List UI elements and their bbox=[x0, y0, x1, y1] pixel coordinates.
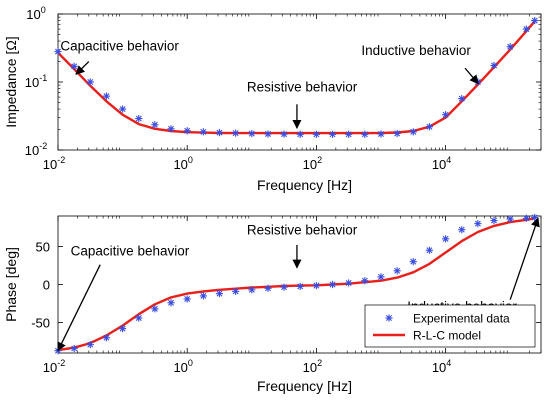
data-point-experimental bbox=[167, 125, 175, 133]
data-point-experimental bbox=[345, 130, 353, 138]
data-point-experimental bbox=[425, 246, 434, 254]
annotation-arrow bbox=[57, 264, 101, 352]
y-tick-label: 0 bbox=[43, 278, 50, 293]
data-point-experimental bbox=[377, 273, 385, 281]
annotation-label: Resistive behavior bbox=[247, 222, 358, 237]
data-point-experimental bbox=[522, 25, 530, 33]
data-point-experimental bbox=[393, 129, 401, 138]
annotation-arrow bbox=[464, 67, 479, 85]
data-point-experimental bbox=[232, 129, 240, 137]
data-point-experimental bbox=[183, 295, 191, 303]
data-point-experimental bbox=[328, 280, 337, 289]
legend: Experimental data R-L-C model bbox=[364, 304, 536, 348]
data-point-experimental bbox=[393, 267, 401, 275]
x-tick-label: 104 bbox=[432, 358, 451, 375]
data-point-experimental bbox=[441, 235, 450, 243]
y-tick-label: 10-1 bbox=[25, 73, 47, 90]
annotation-label: Resistive behavior bbox=[247, 80, 358, 95]
x-tick-label: 102 bbox=[303, 358, 322, 375]
y-tick-label: -50 bbox=[31, 316, 50, 331]
data-point-experimental bbox=[296, 130, 304, 138]
data-point-experimental bbox=[531, 16, 539, 25]
data-point-experimental bbox=[474, 220, 482, 228]
data-point-experimental bbox=[70, 62, 78, 70]
data-point-experimental bbox=[441, 111, 450, 119]
data-point-experimental bbox=[312, 282, 320, 290]
data-point-experimental bbox=[86, 78, 94, 86]
x-tick-label: 10-2 bbox=[43, 358, 65, 375]
y-axis-label: Impedance [Ω] bbox=[3, 36, 19, 127]
data-point-experimental bbox=[54, 47, 62, 56]
data-point-experimental bbox=[248, 130, 256, 138]
data-point-experimental bbox=[506, 43, 514, 51]
legend-box bbox=[364, 304, 536, 348]
data-point-experimental bbox=[215, 290, 224, 298]
data-point-experimental bbox=[86, 341, 94, 349]
x-tick-label: 102 bbox=[303, 155, 322, 172]
data-point-experimental bbox=[409, 128, 417, 136]
legend-marker-experimental bbox=[385, 314, 393, 322]
annotation-label: Capacitive behavior bbox=[60, 39, 179, 54]
data-point-experimental bbox=[490, 61, 498, 70]
legend-entry-label: Experimental data bbox=[413, 312, 510, 326]
y-tick-label: 10-2 bbox=[25, 141, 47, 158]
annotation-label: Capacitive behavior bbox=[71, 244, 190, 259]
data-point-experimental bbox=[377, 130, 385, 138]
x-tick-label: 10-2 bbox=[43, 155, 65, 172]
y-tick-label: 50 bbox=[36, 239, 50, 254]
data-point-experimental bbox=[312, 130, 320, 138]
x-axis-label: Frequency [Hz] bbox=[257, 177, 352, 193]
data-point-experimental bbox=[151, 305, 159, 313]
y-axis-label: Phase [deg] bbox=[3, 247, 19, 322]
phase-panel: 10-2 100 102 104 -50 0 50 Frequency [Hz] Phase [… bbox=[3, 213, 542, 394]
data-point-experimental bbox=[409, 258, 417, 266]
y-tick-label: 100 bbox=[26, 5, 45, 22]
data-point-experimental bbox=[135, 114, 143, 123]
data-point-experimental bbox=[345, 279, 353, 287]
impedance-panel: 10-2 100 102 104 10-2 10-1 100 Frequency [Hz] Im… bbox=[3, 5, 542, 193]
data-point-experimental bbox=[425, 123, 434, 131]
data-point-experimental bbox=[361, 130, 369, 138]
data-point-experimental bbox=[361, 277, 369, 285]
data-point-experimental bbox=[199, 292, 207, 300]
data-point-experimental bbox=[296, 282, 304, 291]
data-point-experimental bbox=[280, 283, 288, 291]
data-point-experimental bbox=[458, 95, 466, 103]
annotation-label: Inductive behavior bbox=[361, 43, 471, 58]
data-point-experimental bbox=[248, 286, 256, 294]
x-tick-label: 100 bbox=[173, 358, 192, 375]
data-point-experimental bbox=[215, 129, 224, 137]
data-point-experimental bbox=[506, 215, 514, 223]
data-point-experimental bbox=[183, 127, 191, 135]
data-point-experimental bbox=[135, 314, 143, 322]
data-point-experimental bbox=[280, 130, 288, 138]
x-tick-label: 104 bbox=[432, 155, 451, 172]
data-point-experimental bbox=[328, 130, 337, 138]
data-point-experimental bbox=[102, 92, 111, 100]
data-point-experimental bbox=[102, 334, 111, 342]
x-axis-label: Frequency [Hz] bbox=[257, 378, 352, 394]
data-point-experimental bbox=[151, 121, 159, 129]
data-point-experimental bbox=[232, 287, 240, 295]
annotation-arrow bbox=[509, 217, 540, 300]
data-point-experimental bbox=[490, 216, 498, 225]
data-point-experimental bbox=[264, 284, 272, 292]
data-point-experimental bbox=[70, 344, 78, 353]
data-point-experimental bbox=[522, 214, 530, 222]
data-point-experimental bbox=[167, 299, 175, 307]
data-point-experimental bbox=[199, 128, 207, 136]
annotation-arrow bbox=[75, 61, 90, 75]
x-tick-label: 100 bbox=[173, 155, 192, 172]
legend-entry-label: R-L-C model bbox=[413, 329, 481, 343]
data-point-experimental bbox=[118, 325, 127, 333]
data-point-experimental bbox=[118, 105, 127, 113]
data-point-experimental bbox=[458, 226, 466, 234]
data-point-experimental bbox=[264, 130, 272, 138]
